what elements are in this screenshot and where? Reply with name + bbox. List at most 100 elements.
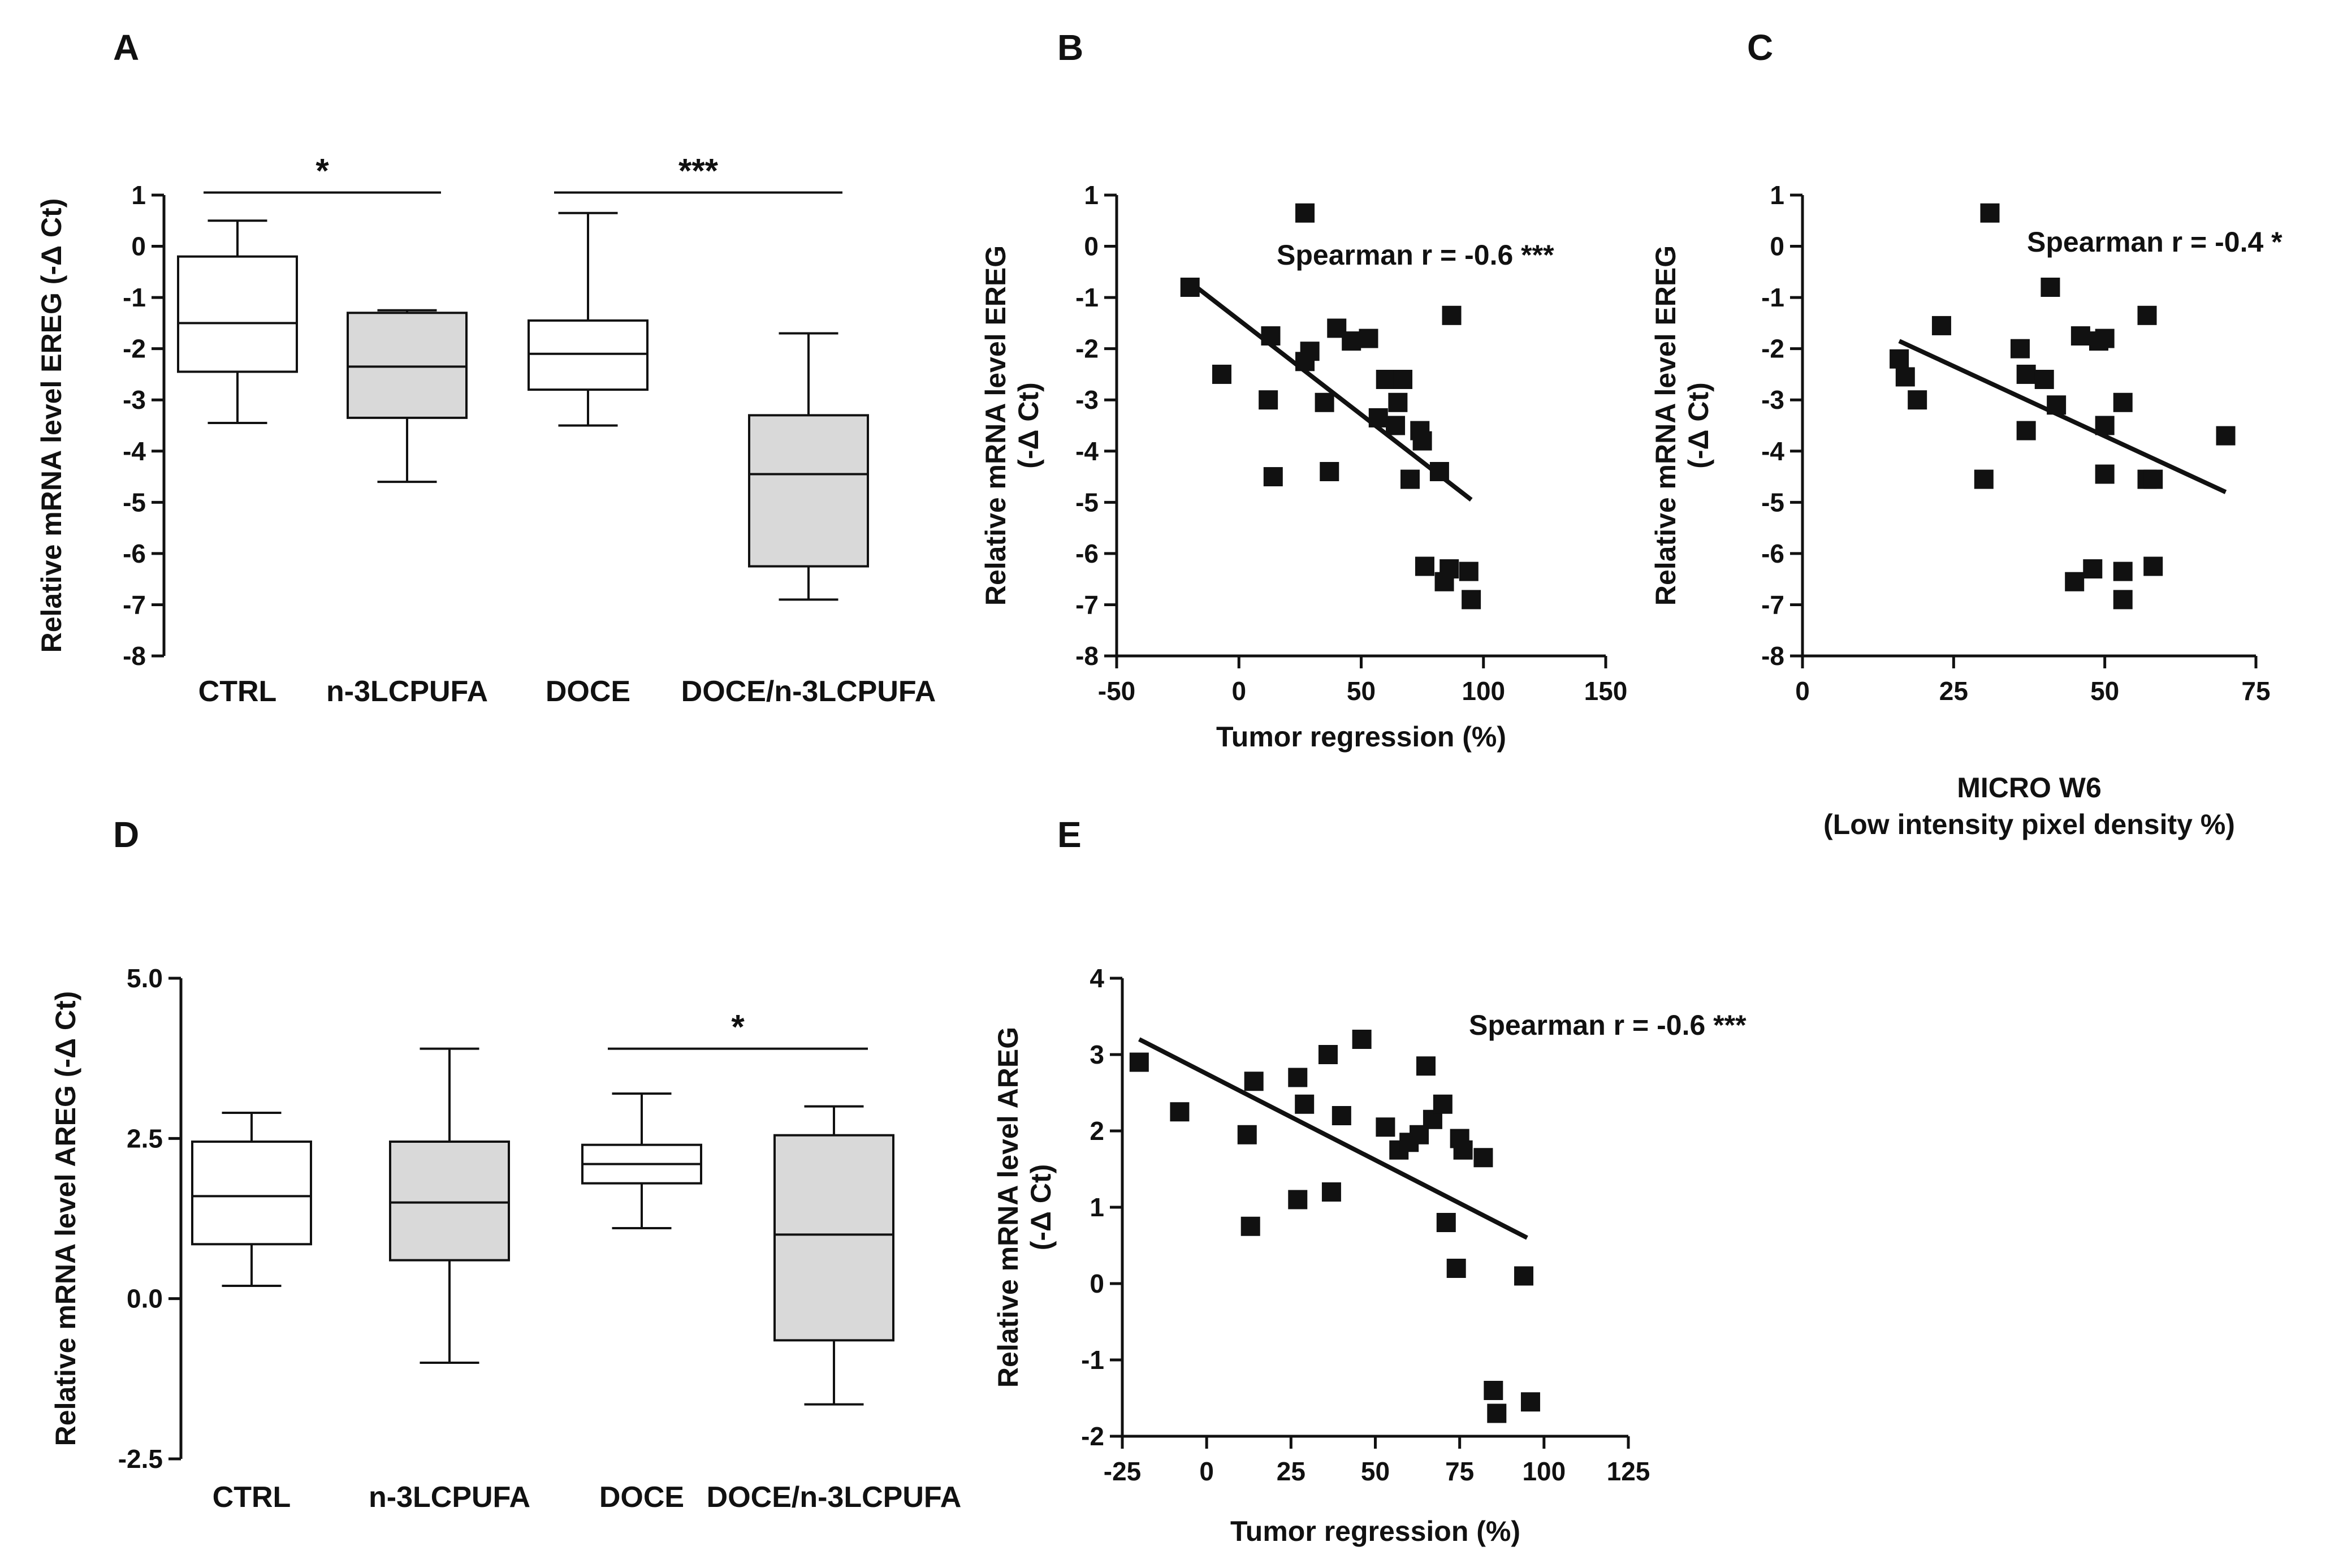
d-y-tick-label: 5.0 bbox=[127, 964, 163, 993]
b-data-point bbox=[1263, 467, 1283, 487]
c-y-tick-label: 1 bbox=[1770, 180, 1784, 210]
d-y-axis-title: Relative mRNA level AREG (-Δ Ct) bbox=[50, 991, 81, 1446]
a-category-label: DOCE bbox=[546, 675, 630, 708]
a-y-tick-label: -3 bbox=[123, 385, 146, 414]
a-y-tick-label: -5 bbox=[123, 487, 146, 517]
c-y-tick-label: -5 bbox=[1761, 487, 1784, 517]
e-data-point bbox=[1318, 1045, 1338, 1064]
panel-label-e: E bbox=[1057, 814, 1082, 855]
c-data-point bbox=[2095, 464, 2115, 484]
e-x-tick-label: -25 bbox=[1104, 1457, 1141, 1486]
c-data-point bbox=[2095, 416, 2115, 435]
e-x-tick-label: 75 bbox=[1445, 1457, 1474, 1486]
c-x-axis-title: MICRO W6 bbox=[1957, 772, 2102, 804]
chart-c-ereg-vs-micro-w6: 1 0 -1 -2 -3 -4 -5 -6 -7 -8 Relative mRNA level ER… bbox=[1650, 180, 2283, 840]
e-data-point bbox=[1520, 1392, 1540, 1412]
e-x-tick-label: 100 bbox=[1522, 1457, 1566, 1486]
c-regression-line bbox=[1898, 339, 2227, 494]
b-data-point bbox=[1359, 329, 1378, 348]
a-category-label: n-3LCPUFA bbox=[326, 675, 488, 708]
e-data-point bbox=[1295, 1094, 1315, 1114]
a-y-tick-label: 1 bbox=[131, 180, 146, 210]
d-y-tick-label: 0.0 bbox=[127, 1284, 163, 1314]
panel-label-a: A bbox=[113, 27, 139, 68]
e-y-tick-label: 0 bbox=[1090, 1269, 1104, 1298]
c-data-point bbox=[2070, 326, 2090, 346]
a-y-tick-label: 0 bbox=[131, 232, 146, 261]
b-data-point bbox=[1368, 408, 1388, 427]
panel-label-b: B bbox=[1057, 27, 1083, 68]
a-y-tick-label: -2 bbox=[123, 334, 146, 364]
b-data-point bbox=[1462, 590, 1481, 610]
c-y-tick-label: -4 bbox=[1761, 437, 1784, 466]
c-y-tick-label: -7 bbox=[1761, 590, 1784, 619]
e-data-point bbox=[1288, 1068, 1308, 1087]
chart-a-ereg-boxplot: 1 0 -1 -2 -3 -4 -5 -6 -7 -8 Relative mRNA level ER… bbox=[36, 152, 936, 708]
b-x-tick-label: 50 bbox=[1347, 676, 1376, 706]
e-data-point bbox=[1484, 1381, 1503, 1400]
c-x-tick-label: 75 bbox=[2241, 676, 2270, 706]
b-y-tick-label: -6 bbox=[1075, 539, 1099, 568]
a-y-tick-label: -8 bbox=[123, 641, 146, 671]
c-data-point bbox=[2083, 559, 2103, 579]
e-x-axis-title: Tumor regression (%) bbox=[1230, 1515, 1520, 1547]
c-data-point bbox=[1931, 316, 1951, 335]
c-y-axis-title: Relative mRNA level EREG(-Δ Ct) bbox=[1650, 245, 1714, 606]
c-data-point bbox=[2113, 590, 2133, 610]
e-x-tick-label: 0 bbox=[1199, 1457, 1214, 1486]
b-data-point bbox=[1180, 278, 1200, 297]
a-box-1 bbox=[347, 312, 468, 419]
a-y-axis-title: Relative mRNA level EREG (-Δ Ct) bbox=[36, 198, 67, 653]
b-data-point bbox=[1415, 556, 1434, 576]
c-spearman-annotation: Spearman r = -0.4 * bbox=[2027, 226, 2283, 258]
chart-e-areg-vs-tumor-regression: 4 3 2 1 0 -1 -2 Relative mRNA level AREG(-Δ Ct)… bbox=[992, 964, 1747, 1547]
e-data-point bbox=[1436, 1213, 1456, 1232]
e-y-tick-label: 4 bbox=[1090, 964, 1104, 993]
b-data-point bbox=[1400, 469, 1420, 489]
e-data-point bbox=[1473, 1148, 1493, 1168]
e-data-point bbox=[1288, 1190, 1308, 1210]
c-data-point bbox=[2113, 561, 2133, 581]
b-data-point bbox=[1442, 305, 1462, 325]
b-y-tick-label: -1 bbox=[1075, 283, 1099, 312]
b-data-point bbox=[1388, 392, 1408, 412]
a-y-axis-title-line: Relative mRNA level EREG (-Δ Ct) bbox=[36, 198, 67, 653]
e-data-point bbox=[1352, 1030, 1372, 1049]
e-data-point bbox=[1321, 1182, 1341, 1202]
a-y-tick-label: -6 bbox=[123, 539, 146, 568]
c-x-tick-label: 25 bbox=[1939, 676, 1968, 706]
c-y-tick-label: -8 bbox=[1761, 641, 1784, 671]
a-box-2 bbox=[528, 319, 649, 391]
d-y-tick-label: 2.5 bbox=[127, 1124, 163, 1153]
c-data-point bbox=[2143, 469, 2163, 489]
b-y-tick-label: -4 bbox=[1075, 437, 1099, 466]
c-y-tick-label: 0 bbox=[1770, 232, 1784, 261]
e-y-axis-title: Relative mRNA level AREG(-Δ Ct) bbox=[992, 1027, 1057, 1388]
b-data-point bbox=[1212, 364, 1231, 384]
e-data-point bbox=[1244, 1072, 1264, 1091]
e-y-tick-label: -2 bbox=[1081, 1422, 1104, 1451]
b-x-tick-label: 0 bbox=[1231, 676, 1246, 706]
c-y-axis-title-line: Relative mRNA level EREG bbox=[1650, 245, 1681, 606]
a-significance-label: * bbox=[315, 152, 329, 189]
b-data-point bbox=[1429, 462, 1449, 481]
c-data-point bbox=[2041, 278, 2060, 297]
d-category-label: DOCE bbox=[599, 1481, 684, 1514]
e-data-point bbox=[1240, 1216, 1260, 1236]
b-y-tick-label: -3 bbox=[1075, 385, 1099, 414]
d-significance-label: * bbox=[731, 1008, 745, 1046]
b-data-point bbox=[1386, 416, 1406, 435]
b-x-tick-label: 100 bbox=[1462, 676, 1505, 706]
b-spearman-annotation: Spearman r = -0.6 *** bbox=[1277, 239, 1554, 271]
c-data-point bbox=[2095, 329, 2115, 348]
b-y-tick-label: -5 bbox=[1075, 487, 1099, 517]
c-data-point bbox=[1895, 367, 1915, 387]
e-x-tick-label: 125 bbox=[1607, 1457, 1650, 1486]
b-data-point bbox=[1393, 370, 1413, 389]
c-data-point bbox=[2016, 364, 2036, 384]
c-data-point bbox=[2034, 370, 2054, 389]
b-y-axis-title: Relative mRNA level EREG(-Δ Ct) bbox=[980, 245, 1044, 606]
d-box-3 bbox=[773, 1134, 894, 1342]
b-data-point bbox=[1259, 390, 1278, 410]
